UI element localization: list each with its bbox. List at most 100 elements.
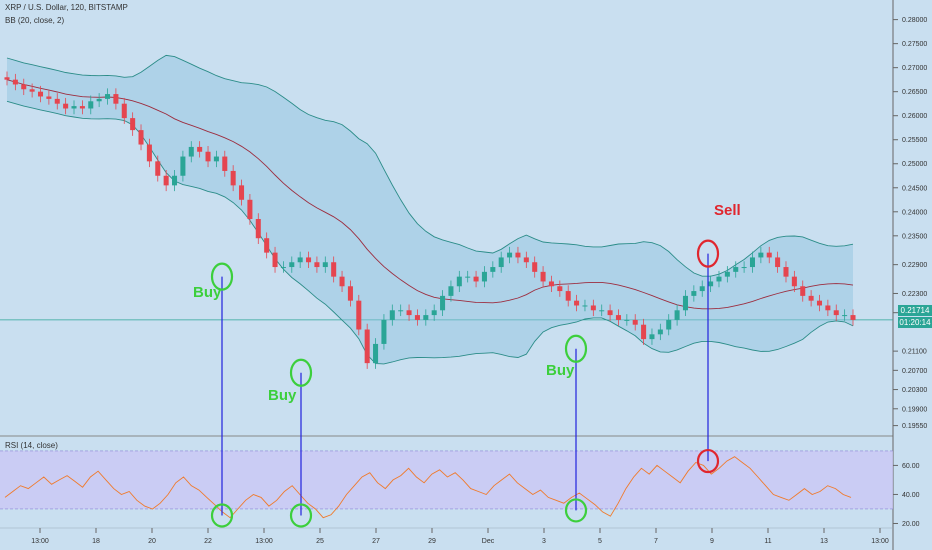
price-tick-label: 0.26500	[902, 89, 927, 96]
candle-body	[264, 238, 270, 253]
time-tick-label: 13	[820, 538, 828, 545]
candle-body	[657, 329, 663, 335]
rsi-tick-label: 40.00	[902, 492, 920, 499]
time-tick-label: Dec	[482, 538, 495, 545]
candle-body	[63, 103, 69, 109]
candle-body	[54, 98, 60, 104]
candle-body	[498, 257, 504, 268]
price-tick-label: 0.21100	[902, 349, 927, 356]
candle-body	[833, 310, 839, 316]
price-tick-label: 0.27500	[902, 41, 927, 48]
time-tick-label: 11	[764, 538, 771, 545]
candle-body	[322, 262, 328, 268]
price-tick-label: 0.25500	[902, 137, 927, 144]
sell-marker	[696, 239, 720, 268]
candle-body	[816, 300, 823, 306]
candle-body	[649, 334, 655, 340]
candle-body	[800, 286, 806, 296]
candle-body	[682, 295, 688, 311]
candle-body	[113, 94, 119, 104]
countdown-badge: 01:20:14	[898, 317, 932, 328]
time-tick-label: 9	[710, 538, 714, 545]
candle-body	[406, 310, 412, 316]
candle-body	[783, 267, 789, 277]
price-tick-label: 0.24000	[902, 209, 927, 216]
time-tick-label: 22	[204, 538, 212, 545]
candle-body	[364, 329, 370, 364]
candle-body	[691, 291, 697, 296]
price-tick-label: 0.27000	[902, 65, 927, 72]
price-tick-label: 0.22900	[902, 262, 927, 269]
buy-rsi-marker	[564, 498, 588, 523]
candle-body	[21, 84, 27, 90]
buy-marker	[210, 262, 234, 291]
price-tick-label: 0.24500	[902, 185, 927, 192]
sell-rsi-marker	[696, 448, 720, 474]
candle-body	[130, 118, 136, 131]
candle-body	[632, 319, 638, 325]
candle-body	[88, 101, 94, 109]
rsi-indicator-label: RSI (14, close)	[5, 441, 58, 450]
candle-body	[213, 156, 219, 162]
candle-body	[842, 315, 848, 317]
bb-indicator-label: BB (20, close, 2)	[5, 16, 65, 25]
time-axis[interactable]: 13:00 18 20 22 13:00 25 27 29 Dec 3 5 7 9 11 13 13:00	[31, 528, 889, 545]
candle-body	[465, 276, 471, 278]
candle-body	[356, 300, 362, 330]
candle-body	[289, 262, 295, 268]
candle-body	[607, 310, 613, 316]
candle-body	[456, 276, 462, 287]
candle-body	[624, 319, 630, 321]
candle-body	[71, 106, 77, 109]
candle-body	[473, 276, 479, 282]
buy-label: Buy	[268, 387, 297, 404]
candle-body	[247, 199, 253, 219]
rsi-panel	[0, 450, 893, 519]
price-tick-label: 0.19900	[902, 406, 927, 413]
candle-body	[121, 103, 127, 119]
candle-body	[272, 252, 278, 268]
candle-body	[12, 79, 18, 85]
candle-body	[280, 267, 286, 269]
candle-body	[440, 295, 446, 311]
candle-body	[825, 305, 831, 311]
candle-body	[389, 310, 395, 320]
candle-body	[163, 175, 169, 186]
candle-body	[146, 144, 152, 162]
candle-body	[574, 300, 580, 306]
candle-body	[331, 262, 337, 277]
bb-basis	[6, 79, 854, 310]
candle-body	[155, 161, 161, 176]
candle-body	[540, 271, 546, 282]
candle-body	[339, 276, 345, 287]
rsi-band	[0, 450, 893, 509]
candle-body	[523, 257, 529, 263]
candle-body	[775, 257, 781, 268]
buy-label: Buy	[546, 362, 575, 379]
rsi-tick-label: 20.00	[902, 521, 920, 528]
candle-body	[758, 252, 764, 258]
signal-markers: Buy Buy Buy Sell	[193, 202, 741, 528]
candle-body	[79, 106, 85, 109]
candle-body	[515, 252, 521, 258]
candle-body	[448, 286, 454, 296]
candle-body	[255, 219, 261, 239]
candle-body	[347, 286, 353, 301]
candle-body	[46, 96, 52, 99]
candle-body	[565, 291, 571, 301]
candle-body	[222, 156, 228, 171]
candle-body	[766, 252, 772, 258]
buy-label: Buy	[193, 284, 222, 301]
rsi-tick-label: 60.00	[902, 463, 920, 470]
candle-body	[230, 170, 236, 186]
candle-body	[590, 305, 596, 311]
candle-body	[791, 276, 797, 287]
price-axis[interactable]: 0.28000 0.27500 0.27000 0.26500 0.26000 0.255…	[893, 17, 927, 528]
candle-body	[708, 281, 714, 287]
candle-body	[306, 257, 312, 263]
candle-body	[37, 91, 44, 97]
candle-body	[423, 315, 429, 320]
candle-body	[29, 89, 35, 92]
buy-rsi-marker	[210, 503, 234, 528]
